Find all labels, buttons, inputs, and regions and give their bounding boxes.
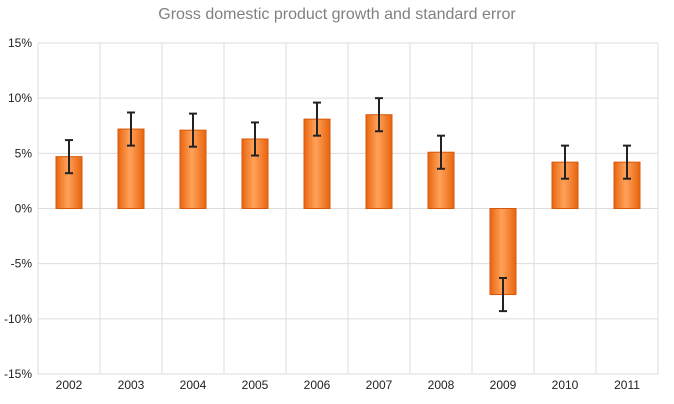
x-tick-label: 2010 <box>552 378 579 392</box>
error-bar <box>189 112 197 148</box>
x-tick-label: 2009 <box>490 378 517 392</box>
x-tick-label: 2008 <box>428 378 455 392</box>
error-bar <box>375 97 383 133</box>
y-tick-label: 5% <box>15 146 33 160</box>
error-bar <box>499 277 507 313</box>
x-tick-label: 2006 <box>304 378 331 392</box>
chart-title: Gross domestic product growth and standa… <box>158 6 516 23</box>
error-bars <box>65 97 631 313</box>
y-tick-label: 10% <box>8 91 32 105</box>
x-tick-label: 2002 <box>56 378 83 392</box>
x-tick-label: 2004 <box>180 378 207 392</box>
error-bar <box>437 134 445 170</box>
y-tick-label: -15% <box>4 367 32 381</box>
y-tick-labels: -15% -10% -5% 0% 5% 10% 15% <box>4 36 32 381</box>
error-bar <box>561 144 569 180</box>
error-bar <box>127 111 135 147</box>
x-tick-label: 2003 <box>118 378 145 392</box>
y-tick-label: -5% <box>11 257 33 271</box>
error-bar <box>623 144 631 180</box>
error-bar <box>313 101 321 137</box>
y-tick-label: 15% <box>8 36 32 50</box>
error-bar <box>65 139 73 175</box>
x-tick-label: 2007 <box>366 378 393 392</box>
x-tick-label: 2011 <box>614 378 640 392</box>
x-tick-label: 2005 <box>242 378 269 392</box>
error-bar <box>251 121 259 157</box>
x-tick-labels: 2002 2003 2004 2005 2006 2007 2008 2009 2010 2011 <box>56 378 641 392</box>
y-tick-label: -10% <box>4 312 32 326</box>
y-tick-label: 0% <box>15 202 33 216</box>
